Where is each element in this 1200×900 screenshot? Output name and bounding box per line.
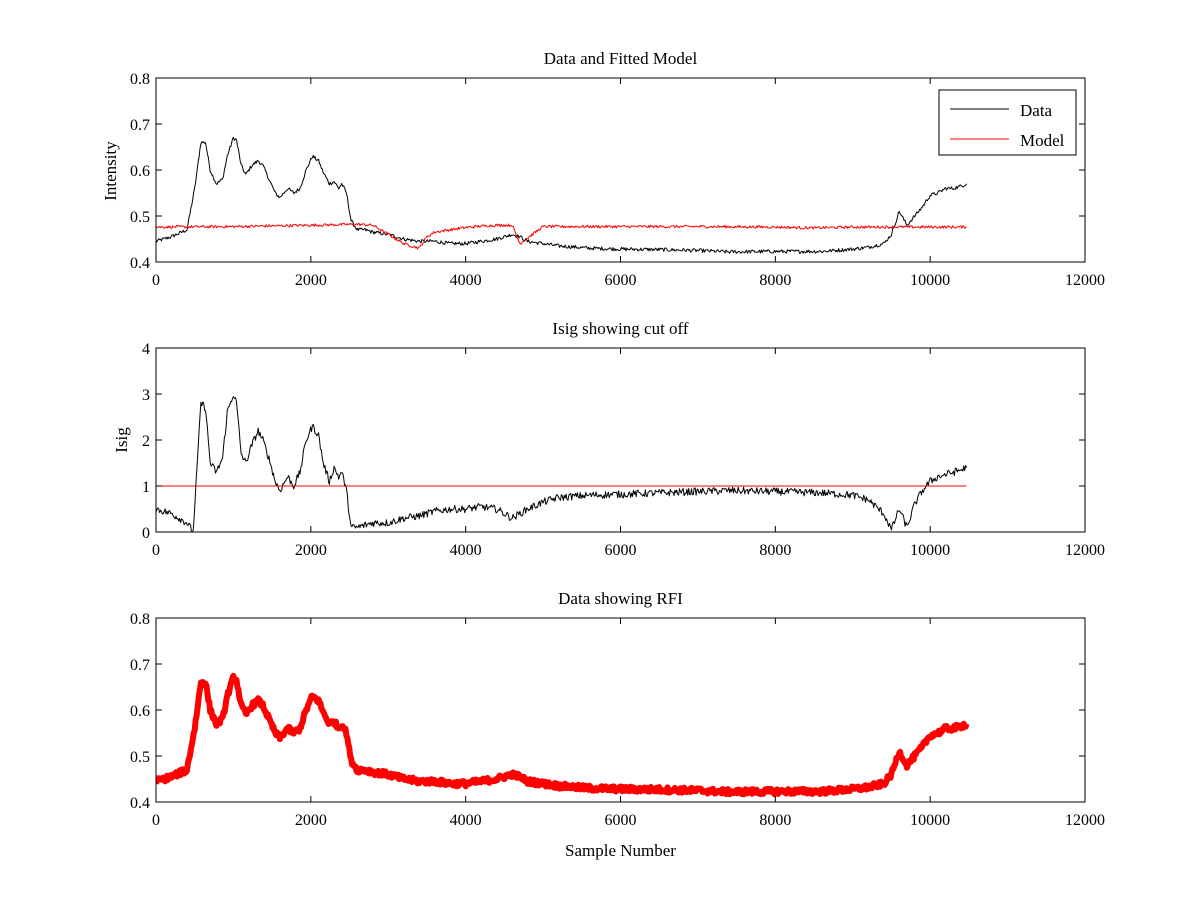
series-line-model bbox=[156, 222, 967, 250]
subplot-1-legend: Data Model bbox=[938, 89, 1077, 156]
axes-3: 0 2000 4000 6000 8000 10000 12000 0.4 0.5 0.6 0.7 0… bbox=[130, 611, 1105, 829]
x-tick-label: 12000 bbox=[1065, 812, 1105, 829]
x-tick-label: 10000 bbox=[910, 272, 950, 289]
x-tick-label: 4000 bbox=[450, 812, 482, 829]
axes-2: 0 2000 4000 6000 8000 10000 12000 0 1 2 3 4 bbox=[142, 341, 1105, 559]
y-tick-label: 0.7 bbox=[130, 117, 150, 134]
x-tick-label: 6000 bbox=[605, 812, 637, 829]
x-tick-label: 4000 bbox=[450, 272, 482, 289]
x-tick-label: 2000 bbox=[295, 272, 327, 289]
y-tick-label: 0.6 bbox=[130, 703, 150, 720]
y-tick-label: 1 bbox=[142, 479, 150, 496]
x-tick-label: 6000 bbox=[605, 272, 637, 289]
series-line-data bbox=[156, 136, 968, 254]
x-tick-label: 2000 bbox=[295, 542, 327, 559]
y-tick-label: 0.6 bbox=[130, 163, 150, 180]
legend-label-model: Model bbox=[1020, 131, 1065, 150]
x-tick-label: 8000 bbox=[759, 542, 791, 559]
y-tick-label: 0.8 bbox=[130, 71, 150, 88]
subplot-3-xlabel: Sample Number bbox=[565, 841, 676, 860]
x-tick-label: 6000 bbox=[605, 542, 637, 559]
series-line-1 bbox=[156, 396, 968, 532]
subplot-2-ylabel: Isig bbox=[112, 427, 131, 453]
axes-1: 0 2000 4000 6000 8000 10000 12000 0.4 0.5 0.6 0.7 0… bbox=[130, 71, 1105, 289]
subplot-1-title: Data and Fitted Model bbox=[544, 49, 698, 68]
plot-area-2 bbox=[156, 396, 968, 532]
legend-box bbox=[938, 89, 1077, 156]
subplot-2-title: Isig showing cut off bbox=[552, 319, 688, 338]
y-tick-label: 0.5 bbox=[130, 749, 150, 766]
legend-label-data: Data bbox=[1020, 101, 1053, 120]
y-tick-label: 0.8 bbox=[130, 611, 150, 628]
subplot-2: Isig showing cut off Isig bbox=[112, 319, 689, 453]
x-tick-label: 10000 bbox=[910, 812, 950, 829]
y-tick-label: 4 bbox=[142, 341, 150, 358]
x-tick-label: 8000 bbox=[759, 812, 791, 829]
y-tick-label: 0 bbox=[142, 525, 150, 542]
subplot-1: Data and Fitted Model Intensity Data Mod… bbox=[101, 49, 1077, 201]
series-line-1 bbox=[156, 672, 970, 798]
plot-area-3 bbox=[156, 672, 970, 798]
x-tick-label: 2000 bbox=[295, 812, 327, 829]
x-tick-label: 0 bbox=[152, 272, 160, 289]
x-tick-label: 8000 bbox=[759, 272, 791, 289]
subplot-3-title: Data showing RFI bbox=[558, 589, 683, 608]
y-tick-label: 0.4 bbox=[130, 795, 150, 812]
y-tick-label: 2 bbox=[142, 433, 150, 450]
x-tick-label: 0 bbox=[152, 812, 160, 829]
subplot-1-ylabel: Intensity bbox=[101, 141, 120, 201]
x-tick-label: 0 bbox=[152, 542, 160, 559]
plot-area-1 bbox=[156, 136, 968, 254]
x-tick-label: 12000 bbox=[1065, 542, 1105, 559]
y-tick-label: 0.5 bbox=[130, 209, 150, 226]
y-tick-label: 3 bbox=[142, 387, 150, 404]
subplot-3: Data showing RFI Sample Number bbox=[558, 589, 683, 860]
y-tick-label: 0.7 bbox=[130, 657, 150, 674]
x-tick-label: 4000 bbox=[450, 542, 482, 559]
y-tick-label: 0.4 bbox=[130, 255, 150, 272]
x-tick-label: 10000 bbox=[910, 542, 950, 559]
x-tick-label: 12000 bbox=[1065, 272, 1105, 289]
